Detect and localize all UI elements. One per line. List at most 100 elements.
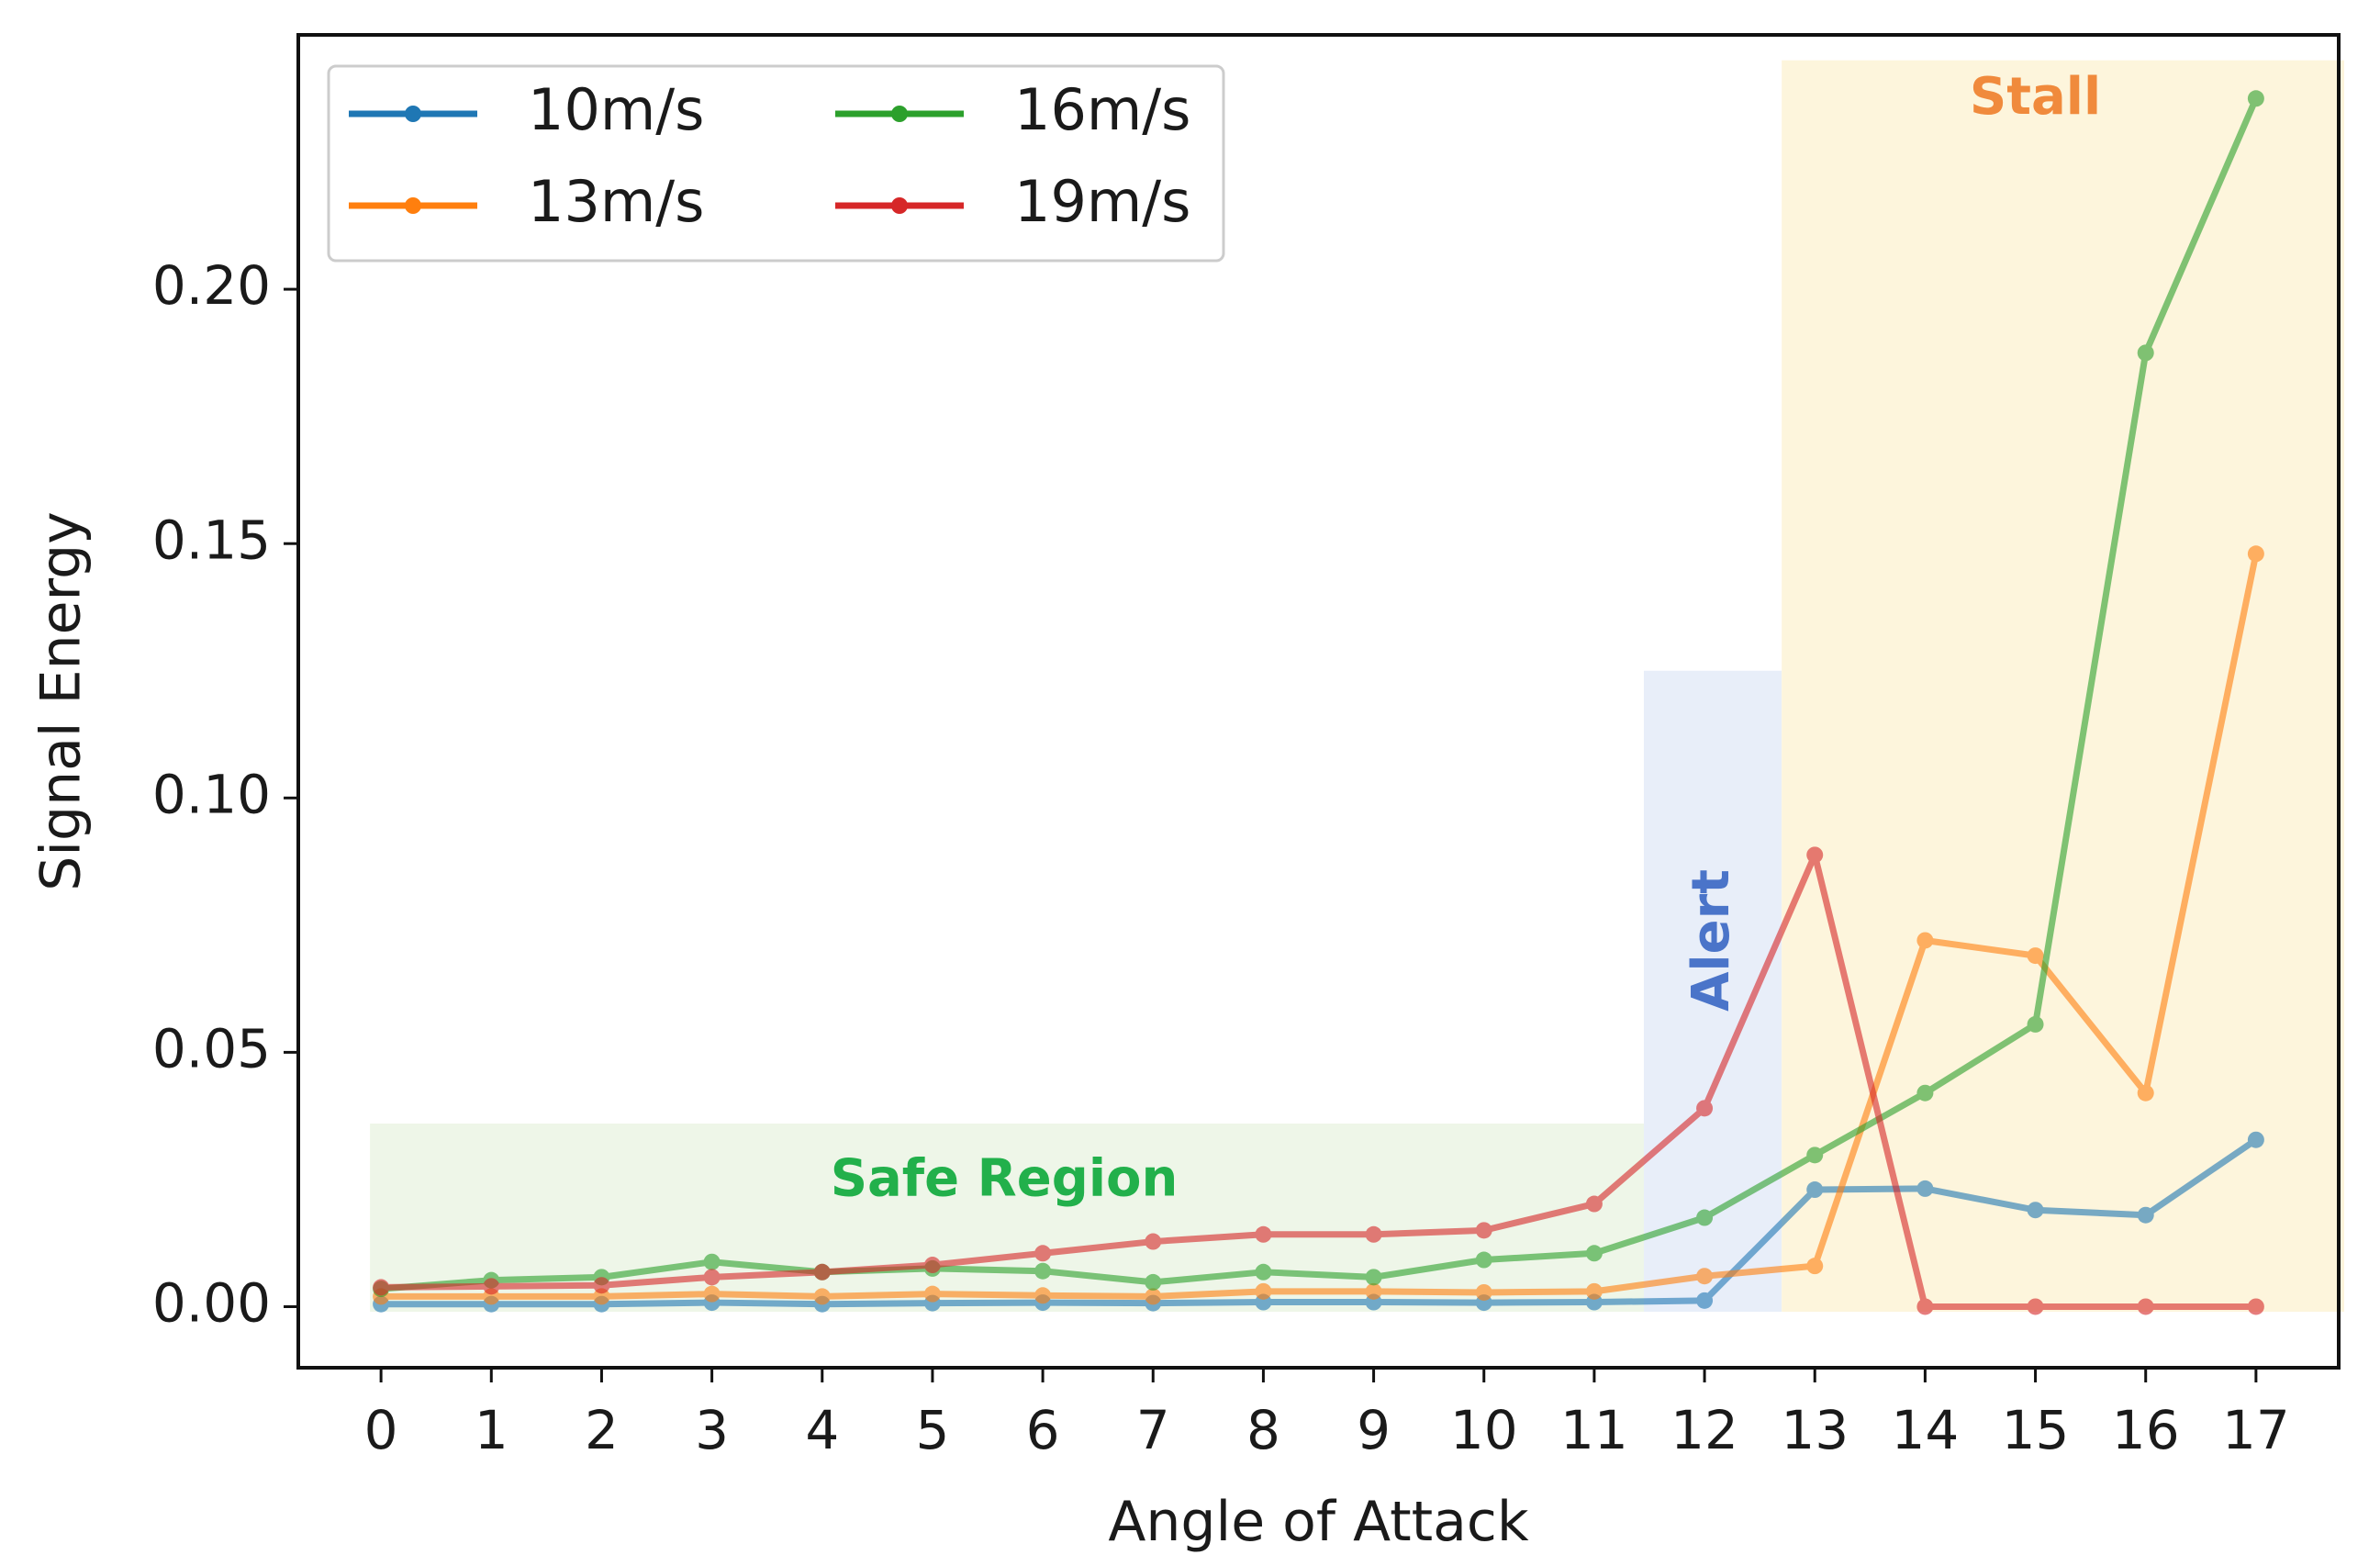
point-13m-per-s-7: [1145, 1288, 1162, 1305]
point-19m-per-s-15: [2027, 1298, 2044, 1315]
x-tick-label-10: 10: [1450, 1399, 1518, 1461]
legend-marker-13m-per-s: [405, 197, 421, 214]
point-13m-per-s-8: [1255, 1282, 1272, 1300]
point-10m-per-s-16: [2137, 1206, 2154, 1224]
point-19m-per-s-4: [813, 1263, 831, 1281]
point-13m-per-s-14: [1916, 932, 1934, 949]
legend-item-10m-per-s: 10m/s: [349, 76, 704, 143]
point-13m-per-s-4: [813, 1288, 831, 1305]
point-13m-per-s-15: [2027, 947, 2044, 965]
point-19m-per-s-3: [703, 1269, 721, 1286]
point-16m-per-s-17: [2247, 90, 2264, 107]
point-10m-per-s-12: [1696, 1292, 1714, 1309]
point-19m-per-s-12: [1696, 1100, 1714, 1117]
legend-label-13m-per-s: 13m/s: [528, 168, 704, 235]
legend-marker-19m-per-s: [891, 197, 908, 214]
point-10m-per-s-15: [2027, 1202, 2044, 1219]
legend-item-13m-per-s: 13m/s: [349, 168, 704, 235]
legend: 10m/s 13m/s 16m/s 19m/s: [327, 64, 1225, 263]
point-16m-per-s-3: [703, 1253, 721, 1270]
point-13m-per-s-9: [1365, 1282, 1382, 1300]
point-13m-per-s-13: [1806, 1258, 1824, 1275]
point-16m-per-s-9: [1365, 1269, 1382, 1286]
legend-marker-10m-per-s: [405, 106, 421, 122]
legend-label-16m-per-s: 16m/s: [1014, 76, 1190, 143]
y-tick-label-3: 0.15: [152, 509, 271, 571]
point-19m-per-s-5: [923, 1257, 941, 1274]
point-19m-per-s-16: [2137, 1298, 2154, 1315]
line-10m-per-s: [377, 1136, 2260, 1308]
x-tick-label-1: 1: [475, 1399, 508, 1461]
x-tick-label-0: 0: [364, 1399, 398, 1461]
point-10m-per-s-14: [1916, 1180, 1934, 1197]
point-16m-per-s-7: [1145, 1273, 1162, 1291]
point-13m-per-s-16: [2137, 1084, 2154, 1102]
x-tick-label-4: 4: [805, 1399, 839, 1461]
x-tick-label-3: 3: [695, 1399, 729, 1461]
y-axis-title: Signal Energy: [29, 511, 94, 890]
point-10m-per-s-17: [2247, 1131, 2264, 1148]
point-13m-per-s-17: [2247, 545, 2264, 563]
point-13m-per-s-6: [1034, 1287, 1052, 1304]
point-19m-per-s-11: [1585, 1195, 1603, 1213]
x-tick-label-2: 2: [585, 1399, 619, 1461]
plot-frame: [296, 33, 2341, 1370]
x-tick-label-15: 15: [2002, 1399, 2070, 1461]
x-tick-label-14: 14: [1891, 1399, 1959, 1461]
point-19m-per-s-9: [1365, 1225, 1382, 1243]
y-tick-label-0: 0.00: [152, 1272, 271, 1335]
point-19m-per-s-13: [1806, 846, 1824, 864]
point-16m-per-s-10: [1475, 1251, 1492, 1269]
point-16m-per-s-11: [1585, 1245, 1603, 1262]
x-tick-label-17: 17: [2222, 1399, 2290, 1461]
x-tick-label-11: 11: [1560, 1399, 1628, 1461]
point-16m-per-s-8: [1255, 1263, 1272, 1281]
line-16m-per-s: [377, 95, 2260, 1292]
point-13m-per-s-5: [923, 1285, 941, 1303]
x-tick-label-7: 7: [1136, 1399, 1170, 1461]
x-tick-label-12: 12: [1670, 1399, 1738, 1461]
x-tick-label-16: 16: [2112, 1399, 2180, 1461]
point-13m-per-s-11: [1585, 1282, 1603, 1300]
line-19m-per-s: [377, 851, 2260, 1310]
y-tick-label-1: 0.05: [152, 1018, 271, 1080]
legend-marker-16m-per-s: [891, 106, 908, 122]
y-tick-label-4: 0.20: [152, 254, 271, 317]
point-19m-per-s-1: [483, 1278, 500, 1295]
point-19m-per-s-0: [373, 1279, 390, 1296]
point-16m-per-s-15: [2027, 1015, 2044, 1033]
point-16m-per-s-12: [1696, 1209, 1714, 1226]
point-13m-per-s-12: [1696, 1268, 1714, 1285]
legend-item-16m-per-s: 16m/s: [835, 76, 1190, 143]
point-16m-per-s-6: [1034, 1262, 1052, 1280]
point-19m-per-s-2: [593, 1277, 610, 1294]
point-13m-per-s-10: [1475, 1283, 1492, 1301]
series-19m-per-s: [373, 846, 2264, 1315]
point-16m-per-s-14: [1916, 1084, 1934, 1102]
x-axis-title: Angle of Attack: [1108, 1490, 1529, 1554]
point-13m-per-s-3: [703, 1285, 721, 1303]
alert-label: Alert: [1682, 869, 1741, 1012]
point-16m-per-s-13: [1806, 1147, 1824, 1164]
point-19m-per-s-17: [2247, 1298, 2264, 1315]
point-19m-per-s-10: [1475, 1222, 1492, 1239]
point-19m-per-s-8: [1255, 1225, 1272, 1243]
x-tick-label-8: 8: [1246, 1399, 1280, 1461]
point-19m-per-s-7: [1145, 1233, 1162, 1250]
y-tick-label-2: 0.10: [152, 763, 271, 825]
legend-box: [327, 64, 1225, 263]
point-16m-per-s-16: [2137, 344, 2154, 362]
axes: 0 1 2 3 4 5 6 7 8 9 10 11 12 13 14 15 16 170.000.050.100.…: [152, 254, 2290, 1461]
point-19m-per-s-6: [1034, 1245, 1052, 1262]
line-13m-per-s: [377, 550, 2260, 1300]
stall-label: Stall: [1970, 67, 2101, 127]
safe-region-label: Safe Region: [831, 1149, 1179, 1209]
legend-label-10m-per-s: 10m/s: [528, 76, 704, 143]
x-tick-label-6: 6: [1026, 1399, 1060, 1461]
x-tick-label-5: 5: [915, 1399, 949, 1461]
point-10m-per-s-13: [1806, 1181, 1824, 1199]
legend-item-19m-per-s: 19m/s: [835, 168, 1190, 235]
point-19m-per-s-14: [1916, 1298, 1934, 1315]
x-tick-label-13: 13: [1781, 1399, 1849, 1461]
